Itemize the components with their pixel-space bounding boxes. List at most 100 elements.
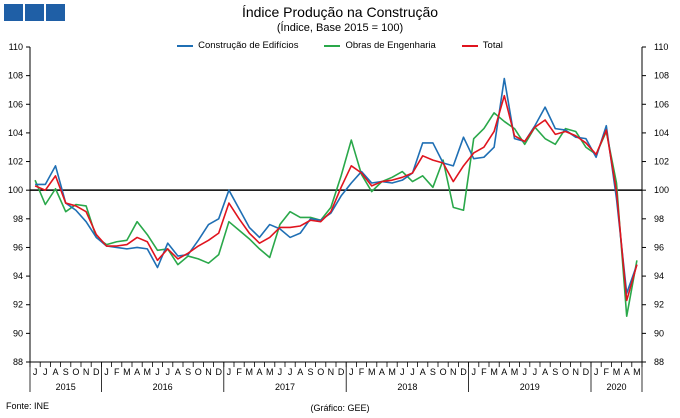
x-tick-label-month: F bbox=[604, 367, 610, 377]
y-tick-label-right: 102 bbox=[654, 157, 669, 167]
x-tick-label-month: F bbox=[481, 367, 487, 377]
x-tick-label-month: A bbox=[297, 367, 303, 377]
credit-note: (Gráfico: GEE) bbox=[310, 403, 370, 413]
x-tick-label-month: J bbox=[227, 367, 232, 377]
legend: Construção de Edifícios Obras de Engenha… bbox=[0, 40, 680, 51]
y-tick-label-left: 90 bbox=[13, 328, 23, 338]
x-tick-label-month: O bbox=[72, 367, 79, 377]
x-tick-label-month: D bbox=[583, 367, 590, 377]
logo-block bbox=[25, 4, 44, 21]
x-tick-label-month: J bbox=[594, 367, 599, 377]
y-tick-label-left: 108 bbox=[8, 71, 23, 81]
y-tick-label-right: 104 bbox=[654, 128, 669, 138]
x-tick-label-month: M bbox=[633, 367, 641, 377]
y-tick-label-right: 108 bbox=[654, 71, 669, 81]
x-tick-label-month: J bbox=[400, 367, 405, 377]
x-tick-label-month: D bbox=[215, 367, 222, 377]
x-year-label: 2015 bbox=[56, 382, 76, 392]
x-year-label: 2016 bbox=[153, 382, 173, 392]
legend-swatch-construcao bbox=[177, 44, 194, 47]
y-tick-label-right: 90 bbox=[654, 328, 664, 338]
y-tick-label-left: 94 bbox=[13, 271, 23, 281]
legend-swatch-total bbox=[461, 44, 478, 47]
x-tick-label-month: J bbox=[165, 367, 170, 377]
x-tick-label-month: A bbox=[542, 367, 548, 377]
y-tick-label-right: 110 bbox=[654, 42, 668, 52]
x-tick-label-month: A bbox=[256, 367, 262, 377]
y-tick-label-left: 96 bbox=[13, 242, 23, 252]
x-tick-label-month: N bbox=[450, 367, 457, 377]
y-tick-label-left: 92 bbox=[13, 300, 23, 310]
x-tick-label-month: A bbox=[624, 367, 630, 377]
x-tick-label-month: N bbox=[328, 367, 335, 377]
y-tick-label-right: 96 bbox=[654, 242, 664, 252]
x-tick-label-month: N bbox=[83, 367, 90, 377]
legend-item-total: Total bbox=[461, 40, 503, 51]
source-note: Fonte: INE bbox=[6, 401, 50, 411]
y-tick-label-left: 98 bbox=[13, 214, 23, 224]
logo-block bbox=[4, 4, 23, 21]
x-tick-label-month: M bbox=[613, 367, 621, 377]
x-tick-label-month: M bbox=[246, 367, 254, 377]
x-year-label: 2020 bbox=[606, 382, 626, 392]
y-tick-label-right: 100 bbox=[654, 185, 669, 195]
x-tick-label-month: M bbox=[144, 367, 152, 377]
x-year-label: 2017 bbox=[275, 382, 295, 392]
x-tick-label-month: M bbox=[123, 367, 131, 377]
y-tick-label-right: 92 bbox=[654, 300, 664, 310]
x-year-label: 2019 bbox=[520, 382, 540, 392]
x-tick-label-month: S bbox=[307, 367, 313, 377]
x-tick-label-month: D bbox=[338, 367, 345, 377]
logo bbox=[4, 4, 65, 21]
y-tick-label-left: 110 bbox=[9, 42, 23, 52]
legend-label: Total bbox=[482, 40, 503, 51]
x-tick-label-month: J bbox=[471, 367, 476, 377]
x-year-label: 2018 bbox=[397, 382, 417, 392]
x-tick-label-month: J bbox=[43, 367, 48, 377]
x-tick-label-month: J bbox=[410, 367, 415, 377]
x-tick-label-month: O bbox=[440, 367, 447, 377]
x-tick-label-month: D bbox=[93, 367, 100, 377]
chart-subtitle: (Índice, Base 2015 = 100) bbox=[276, 22, 404, 34]
legend-item-construcao: Construção de Edifícios bbox=[177, 40, 298, 51]
x-tick-label-month: O bbox=[195, 367, 202, 377]
x-tick-label-month: J bbox=[533, 367, 538, 377]
legend-label: Construção de Edifícios bbox=[198, 40, 299, 51]
x-tick-label-month: J bbox=[349, 367, 354, 377]
x-tick-label-month: A bbox=[501, 367, 507, 377]
logo-block bbox=[46, 4, 65, 21]
x-tick-label-month: F bbox=[359, 367, 365, 377]
x-tick-label-month: J bbox=[278, 367, 283, 377]
x-tick-label-month: F bbox=[114, 367, 120, 377]
x-tick-label-month: M bbox=[511, 367, 519, 377]
x-tick-label-month: J bbox=[288, 367, 293, 377]
x-tick-label-month: M bbox=[490, 367, 498, 377]
x-tick-label-month: S bbox=[552, 367, 558, 377]
x-tick-label-month: M bbox=[266, 367, 274, 377]
x-tick-label-month: A bbox=[175, 367, 181, 377]
x-tick-label-month: S bbox=[63, 367, 69, 377]
x-tick-label-month: S bbox=[185, 367, 191, 377]
x-tick-label-month: O bbox=[562, 367, 569, 377]
y-tick-label-left: 104 bbox=[8, 128, 23, 138]
y-tick-label-left: 106 bbox=[8, 99, 23, 109]
y-tick-label-right: 88 bbox=[654, 357, 664, 367]
series-line-construcao bbox=[35, 77, 638, 295]
legend-label: Obras de Engenharia bbox=[345, 40, 436, 51]
x-tick-label-month: A bbox=[52, 367, 58, 377]
y-tick-label-left: 102 bbox=[8, 157, 23, 167]
x-tick-label-month: J bbox=[104, 367, 109, 377]
y-tick-label-left: 88 bbox=[13, 357, 23, 367]
legend-item-obras: Obras de Engenharia bbox=[324, 40, 436, 51]
series-line-total bbox=[34, 94, 638, 302]
x-tick-label-month: A bbox=[134, 367, 140, 377]
y-tick-label-right: 94 bbox=[654, 271, 664, 281]
x-tick-label-month: N bbox=[572, 367, 579, 377]
x-tick-label-month: N bbox=[205, 367, 212, 377]
legend-swatch-obras bbox=[324, 44, 341, 47]
x-tick-label-month: J bbox=[155, 367, 160, 377]
x-tick-label-month: J bbox=[522, 367, 527, 377]
chart-title: Índice Produção na Construção bbox=[241, 4, 439, 20]
series-line-obras bbox=[34, 112, 638, 317]
